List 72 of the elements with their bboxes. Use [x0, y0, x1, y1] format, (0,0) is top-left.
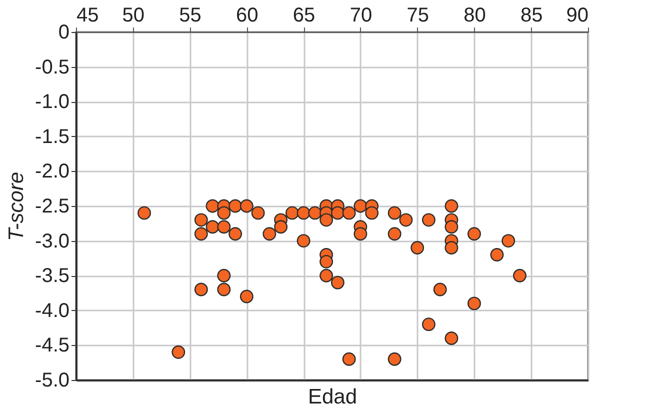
point: [228, 227, 242, 241]
y-axis-title: T-score: [5, 172, 28, 242]
point: [172, 345, 186, 359]
x-tick-label: 90: [566, 4, 588, 26]
point: [217, 220, 231, 234]
point: [296, 234, 310, 248]
x-tick-label: 55: [179, 4, 202, 26]
point: [240, 290, 254, 304]
point: [228, 199, 242, 213]
x-tick-label: 45: [76, 4, 99, 26]
point: [354, 199, 368, 213]
point: [388, 227, 402, 241]
y-tick-label: -2.5: [35, 196, 70, 218]
point: [388, 352, 402, 366]
point: [410, 241, 424, 254]
point: [444, 241, 458, 254]
x-tick-label: 85: [520, 4, 543, 26]
x-axis-title: Edad: [308, 386, 358, 408]
x-tick-label: 65: [292, 4, 316, 26]
y-tick-label: -1.0: [35, 91, 70, 114]
point: [468, 227, 481, 241]
point: [285, 206, 299, 220]
point: [217, 206, 231, 220]
point: [194, 227, 208, 241]
point: [330, 276, 344, 290]
point: [194, 213, 208, 227]
point: [217, 268, 231, 282]
point: [354, 227, 368, 241]
x-tick-label: 80: [464, 4, 486, 26]
point: [206, 199, 220, 213]
x-tick-label: 60: [236, 4, 258, 26]
y-tick-label: -5.0: [35, 370, 70, 392]
y-tick-label: -0.5: [35, 56, 70, 78]
y-tick-label: -2.0: [35, 160, 70, 183]
point: [342, 206, 356, 220]
point: [444, 199, 458, 213]
point: [502, 234, 516, 248]
point: [422, 213, 436, 227]
x-tick-label: 50: [122, 4, 145, 26]
point: [296, 206, 310, 220]
y-tick-label: -4.0: [35, 300, 70, 322]
point: [262, 227, 276, 241]
y-tick-label: -1.5: [35, 126, 70, 148]
point: [320, 268, 334, 282]
point: [330, 206, 344, 220]
point: [240, 199, 254, 213]
y-tick-label: -3.0: [35, 230, 70, 252]
point: [513, 268, 526, 282]
point: [251, 206, 265, 220]
point: [308, 206, 322, 220]
point: [399, 213, 413, 227]
point: [365, 206, 379, 220]
y-tick-label: -4.5: [35, 334, 70, 357]
x-tick-label: 70: [350, 4, 372, 26]
point: [138, 206, 151, 220]
point: [320, 213, 334, 227]
point: [444, 220, 458, 234]
point: [444, 332, 458, 345]
point: [206, 220, 220, 234]
point: [388, 206, 402, 220]
point: [490, 248, 504, 262]
y-tick-label: -3.5: [35, 265, 70, 288]
point: [433, 282, 447, 296]
point: [320, 254, 334, 268]
point: [342, 352, 356, 366]
y-tick-label: 0: [58, 22, 70, 44]
x-tick-label: 75: [406, 4, 429, 26]
point: [194, 282, 208, 296]
point: [468, 296, 481, 310]
point: [422, 318, 436, 332]
point: [217, 282, 231, 296]
point: [274, 220, 288, 234]
